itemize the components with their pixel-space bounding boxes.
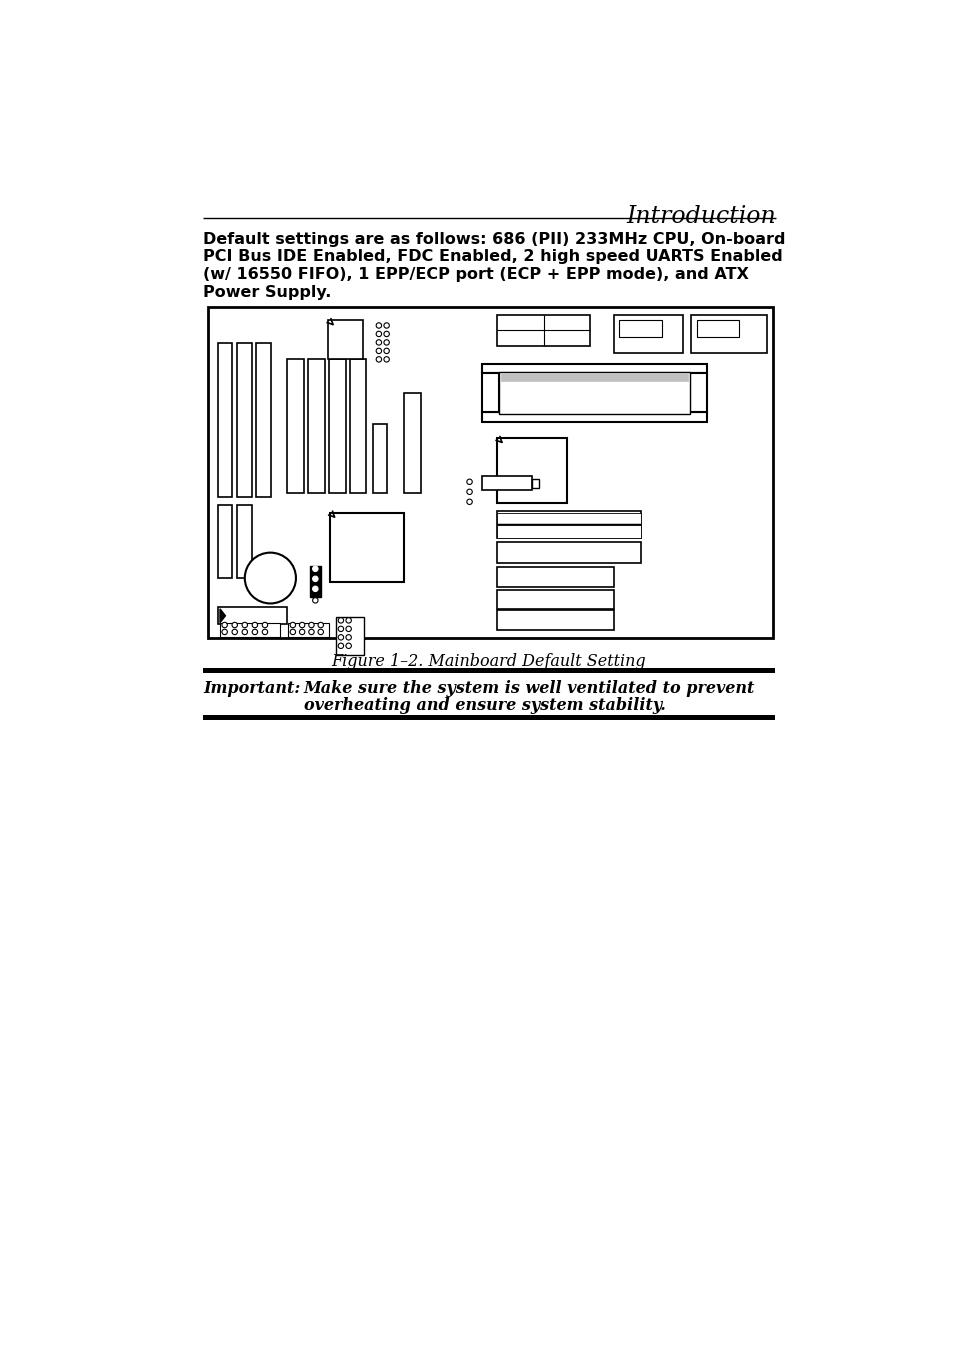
Bar (217, 343, 233, 498)
Bar (497, 438, 567, 503)
Bar (613, 315, 682, 353)
Circle shape (242, 629, 247, 634)
Circle shape (232, 629, 237, 634)
Bar (288, 623, 328, 637)
Bar (236, 504, 252, 579)
Circle shape (262, 622, 268, 627)
Bar (689, 373, 706, 412)
Circle shape (346, 634, 351, 639)
Bar (500, 373, 687, 381)
Circle shape (299, 622, 305, 627)
Bar (481, 373, 498, 412)
Circle shape (375, 357, 381, 362)
Circle shape (383, 331, 389, 337)
Circle shape (375, 323, 381, 329)
Bar (618, 320, 661, 337)
Circle shape (337, 618, 343, 623)
Circle shape (313, 587, 317, 592)
Polygon shape (220, 608, 225, 623)
Text: Figure 1–2. Mainboard Default Setting: Figure 1–2. Mainboard Default Setting (332, 653, 645, 669)
Text: PCI Bus IDE Enabled, FDC Enabled, 2 high speed UARTS Enabled: PCI Bus IDE Enabled, FDC Enabled, 2 high… (203, 249, 781, 264)
Circle shape (313, 598, 317, 603)
Bar (236, 343, 252, 498)
Circle shape (337, 644, 343, 649)
Bar (217, 607, 287, 625)
Bar (203, 715, 774, 719)
Bar (373, 425, 386, 493)
Bar (497, 568, 613, 587)
Bar (203, 668, 774, 673)
Circle shape (346, 626, 351, 631)
Circle shape (242, 622, 247, 627)
Circle shape (346, 618, 351, 623)
Text: overheating and ensure system stability.: overheating and ensure system stability. (303, 698, 665, 714)
Circle shape (383, 349, 389, 354)
Bar (497, 542, 640, 564)
Bar (481, 476, 532, 491)
Circle shape (383, 357, 389, 362)
Bar (403, 393, 420, 493)
Bar (497, 525, 640, 538)
Circle shape (309, 629, 314, 634)
Bar (287, 358, 303, 493)
Bar (310, 565, 320, 596)
Circle shape (309, 622, 314, 627)
Bar (497, 511, 640, 538)
Bar (308, 358, 324, 493)
Bar (497, 589, 613, 608)
Bar (498, 372, 689, 414)
Circle shape (290, 629, 295, 634)
Bar (481, 364, 706, 373)
Circle shape (317, 629, 323, 634)
Circle shape (299, 629, 305, 634)
Circle shape (317, 622, 323, 627)
Circle shape (290, 622, 295, 627)
Bar (220, 623, 280, 637)
Bar (481, 412, 706, 422)
Text: Important:: Important: (203, 680, 300, 696)
Circle shape (383, 323, 389, 329)
Circle shape (466, 489, 472, 495)
Bar (497, 610, 613, 630)
Text: Power Supply.: Power Supply. (203, 285, 331, 300)
Bar (335, 617, 364, 654)
Bar (350, 358, 366, 493)
Bar (329, 358, 345, 493)
Bar (328, 320, 363, 358)
Circle shape (232, 622, 237, 627)
Circle shape (313, 566, 317, 572)
Circle shape (466, 499, 472, 504)
Circle shape (222, 629, 227, 634)
Bar (696, 320, 739, 337)
Bar (497, 315, 590, 346)
Text: Make sure the system is well ventilated to prevent: Make sure the system is well ventilated … (303, 680, 754, 696)
Circle shape (222, 622, 227, 627)
Circle shape (252, 629, 257, 634)
Circle shape (337, 626, 343, 631)
Bar (256, 343, 271, 498)
Circle shape (245, 553, 295, 603)
Circle shape (375, 349, 381, 354)
Bar (532, 479, 537, 488)
Circle shape (375, 339, 381, 345)
Circle shape (313, 576, 317, 581)
Circle shape (466, 479, 472, 484)
Bar (691, 315, 766, 353)
Circle shape (375, 331, 381, 337)
Circle shape (383, 339, 389, 345)
Bar (208, 307, 772, 638)
Text: Introduction: Introduction (626, 204, 776, 227)
Circle shape (252, 622, 257, 627)
Bar (497, 514, 640, 525)
Bar (217, 504, 233, 579)
Circle shape (262, 629, 268, 634)
Text: (w/ 16550 FIFO), 1 EPP/ECP port (ECP + EPP mode), and ATX: (w/ 16550 FIFO), 1 EPP/ECP port (ECP + E… (203, 266, 748, 283)
Bar (330, 512, 403, 581)
Circle shape (337, 634, 343, 639)
Circle shape (346, 644, 351, 649)
Text: Default settings are as follows: 686 (PII) 233MHz CPU, On-board: Default settings are as follows: 686 (PI… (203, 231, 784, 246)
